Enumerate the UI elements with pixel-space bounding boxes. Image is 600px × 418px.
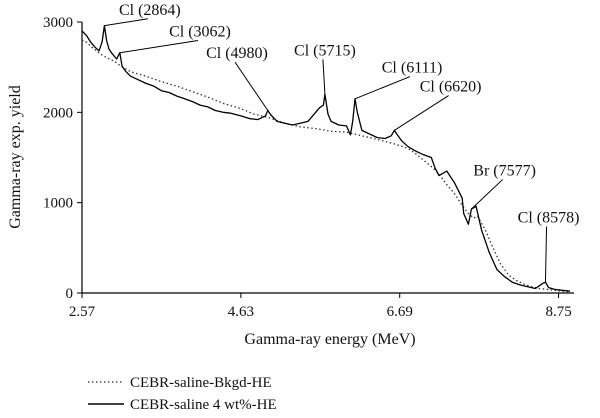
annotation-leader [104,18,148,27]
legend-label-saline: CEBR-saline 4 wt%-HE [130,397,277,413]
annotation-leader [394,95,449,131]
series-line-saline [81,24,571,292]
x-tick-label: 8.75 [545,304,571,320]
chart-annotations: Cl (2864) Cl (3062) Cl (4980) Cl (5715) Cl (… [104,2,580,283]
peak-annotation-label: Cl (5715) [294,42,356,59]
chart-series [81,24,571,293]
peak-annotation-label: Cl (3062) [169,23,231,40]
legend-label-bkgd: CEBR-saline-Bkgd-HE [130,375,272,391]
legend: CEBR-saline-Bkgd-HE CEBR-saline 4 wt%-HE [88,375,277,413]
x-tick-label: 4.63 [228,304,254,320]
peak-annotation-label: Cl (6620) [420,79,482,96]
peak-annotation-label: Cl (8578) [518,210,580,227]
peak-annotation-label: Cl (6111) [382,60,443,77]
annotation-leader [234,61,269,111]
annotation-leader [544,226,548,283]
x-tick-label: 2.57 [69,304,96,320]
annotation-leader [322,59,326,95]
chart-ticks: 0 1000 2000 3000 2.57 4.63 6.69 8.75 [43,15,572,320]
x-axis-title: Gamma-ray energy (MeV) [244,331,415,348]
annotation-leader [119,39,199,54]
annotation-leader [471,179,503,210]
peak-annotation-label: Cl (4980) [206,45,268,62]
x-tick-label: 6.69 [387,304,413,320]
y-axis-title: Gamma-ray exp. yield [7,85,24,229]
peak-annotation-label: Br (7577) [473,163,536,180]
y-tick-label: 3000 [43,15,73,31]
annotation-leader [354,76,411,100]
y-tick-label: 0 [66,286,74,302]
peak-annotation-label: Cl (2864) [119,2,181,19]
chart-axes [81,22,574,294]
y-tick-label: 2000 [43,105,73,121]
y-tick-label: 1000 [43,196,73,212]
